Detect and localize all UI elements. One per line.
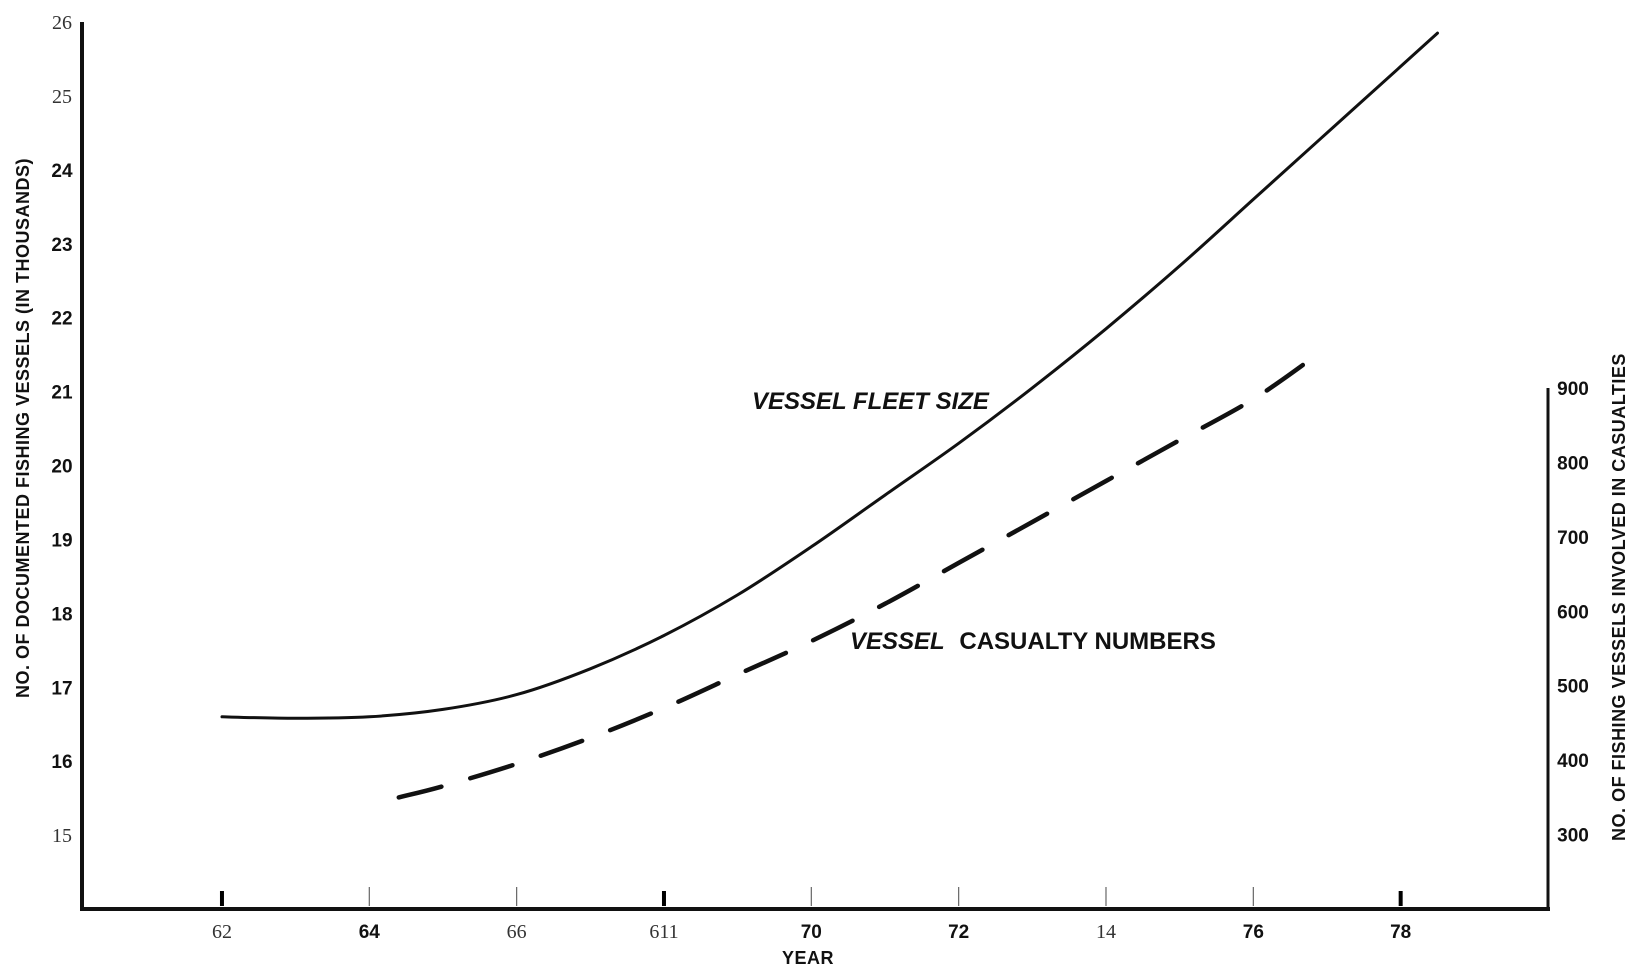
y-right-tick-label: 800 — [1557, 453, 1589, 474]
x-tick-label: 14 — [1096, 921, 1116, 943]
x-tick-label: 66 — [507, 921, 527, 943]
y-left-tick-label: 26 — [52, 12, 72, 34]
y-left-tick-label: 18 — [51, 604, 72, 625]
series-label-fleet-text: VESSEL FLEET SIZE — [752, 388, 990, 415]
x-tick-label: 76 — [1243, 922, 1264, 943]
y-left-tick-label: 17 — [51, 678, 72, 699]
casualty-series-line — [396, 355, 1315, 800]
y-right-tick-label: 500 — [1557, 677, 1589, 698]
y-left-tick-label: 21 — [51, 383, 73, 404]
y-right-axis-title: NO. OF FISHING VESSELS INVOLVED IN CASUA… — [1609, 353, 1629, 841]
x-tick-label: 611 — [649, 921, 678, 943]
y-left-tick-label: 16 — [51, 752, 72, 773]
y-right-tick-label: 700 — [1557, 528, 1589, 549]
y-left-tick-label: 20 — [51, 457, 72, 478]
y-left-ticks: 15 16 17 18 19 20 21 22 23 24 25 26 — [51, 12, 73, 847]
series-label-casualty-text: CASUALTY NUMBERS — [959, 628, 1215, 655]
axes — [80, 22, 1550, 911]
y-left-tick-label: 19 — [51, 530, 72, 551]
x-tick-label: 70 — [801, 922, 822, 943]
y-right-tick-label: 400 — [1557, 751, 1589, 772]
series-label-fleet: VESSEL FLEET SIZE — [752, 388, 990, 415]
fleet-size-series-line — [220, 31, 1439, 720]
x-ticks: 62 64 66 611 70 72 14 76 78 — [212, 887, 1411, 943]
series-label-casualty: VESSEL CASUALTY NUMBERS — [850, 628, 1216, 655]
y-left-tick-label: 23 — [51, 235, 72, 256]
y-left-axis-title: NO. OF DOCUMENTED FISHING VESSELS (IN TH… — [13, 158, 33, 698]
y-right-ticks: 300 400 500 600 700 800 900 — [1557, 379, 1589, 847]
x-tick-label: 62 — [212, 921, 232, 943]
y-left-tick-label: 22 — [51, 309, 72, 330]
x-axis-title: YEAR — [782, 948, 834, 968]
y-left-tick-label: 15 — [52, 825, 72, 847]
x-tick-label: 78 — [1390, 922, 1411, 943]
series-group — [220, 31, 1439, 800]
y-right-tick-label: 600 — [1557, 602, 1589, 623]
y-left-tick-label: 24 — [51, 161, 73, 182]
y-right-tick-label: 900 — [1557, 379, 1589, 400]
y-right-tick-label: 300 — [1557, 826, 1589, 847]
series-label-casualty-prefix: VESSEL — [850, 628, 945, 655]
y-left-tick-label: 25 — [52, 86, 72, 108]
x-tick-label: 64 — [359, 922, 381, 943]
x-tick-label: 72 — [948, 922, 969, 943]
